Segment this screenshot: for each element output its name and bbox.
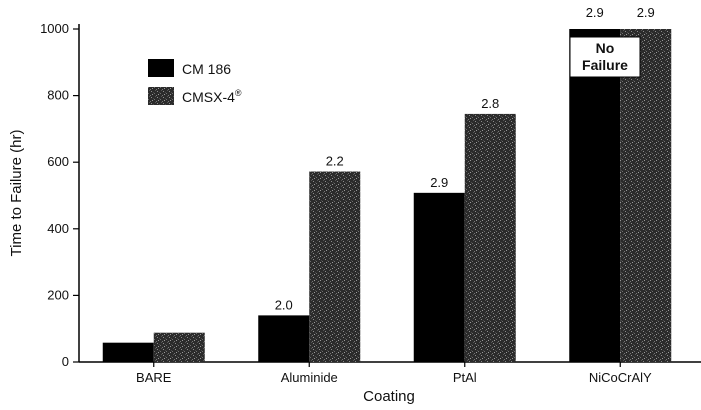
y-tick-label: 0 bbox=[62, 354, 69, 369]
legend-label-cmsx4: CMSX-4® bbox=[182, 88, 242, 105]
legend-label-cm186: CM 186 bbox=[182, 61, 231, 77]
data-label: 2.9 bbox=[586, 5, 604, 20]
annotation-box bbox=[569, 36, 641, 78]
data-label: 2.9 bbox=[637, 5, 655, 20]
bars-layer bbox=[102, 29, 672, 362]
bar-cm186-aluminide bbox=[258, 315, 310, 362]
y-tick-label: 1000 bbox=[40, 21, 69, 36]
y-tick-label: 800 bbox=[47, 88, 69, 103]
data-label: 2.2 bbox=[326, 154, 344, 169]
no-failure-annotation: No Failure bbox=[569, 36, 641, 78]
annotation-line1: No bbox=[596, 40, 615, 56]
bar-cm186-ptal bbox=[413, 192, 465, 362]
bar-cm186-bare bbox=[102, 342, 154, 362]
legend-label-cmsx4-name: CMSX-4 bbox=[182, 89, 235, 105]
bar-cmsx4-bare bbox=[153, 332, 205, 362]
x-tick-label: PtAl bbox=[453, 370, 477, 385]
y-tick-label: 600 bbox=[47, 154, 69, 169]
legend: CM 186 CMSX-4® bbox=[148, 59, 242, 105]
y-axis-title: Time to Failure (hr) bbox=[8, 130, 25, 257]
y-tick-label: 400 bbox=[47, 221, 69, 236]
data-label: 2.9 bbox=[430, 175, 448, 190]
x-axis-title: Coating bbox=[363, 388, 415, 405]
labels-layer: 2.0 2.2 2.9 2.8 2.9 2.9 bbox=[275, 5, 655, 312]
x-tick-label: NiCoCrAlY bbox=[589, 370, 652, 385]
bar-cmsx4-aluminide bbox=[309, 171, 361, 362]
annotation-line2: Failure bbox=[582, 57, 628, 73]
legend-swatch-cm186 bbox=[148, 59, 174, 77]
plot-area: 0 200 400 600 800 1000 BARE Aluminide PtAl NiCoCr… bbox=[40, 21, 701, 385]
legend-label-cmsx4-sup: ® bbox=[235, 88, 242, 98]
bar-cm186-nicocraly bbox=[569, 29, 621, 362]
legend-swatch-cmsx4 bbox=[148, 87, 174, 105]
data-label: 2.0 bbox=[275, 297, 293, 312]
y-tick-label: 200 bbox=[47, 287, 69, 302]
bar-cmsx4-nicocraly bbox=[620, 29, 672, 362]
bar-cmsx4-ptal bbox=[464, 113, 516, 362]
x-tick-label: Aluminide bbox=[281, 370, 338, 385]
data-label: 2.8 bbox=[481, 96, 499, 111]
x-tick-label: BARE bbox=[136, 370, 172, 385]
